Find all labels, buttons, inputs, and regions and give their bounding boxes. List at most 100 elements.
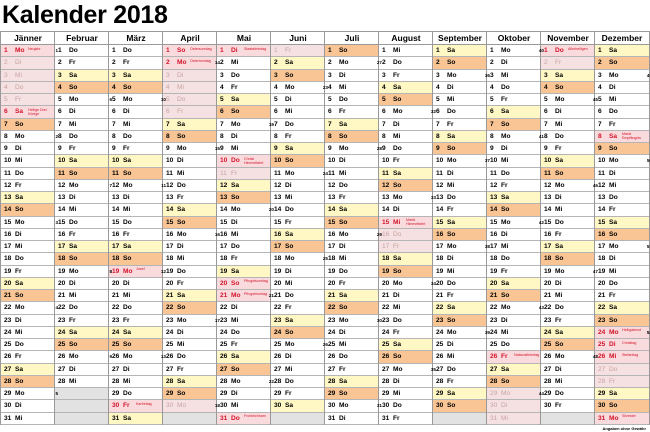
day-cell[interactable]: 22 Do bbox=[541, 302, 595, 315]
day-cell[interactable]: 11 Mo 24 bbox=[271, 168, 328, 180]
day-cell[interactable]: 14 Sa bbox=[325, 204, 379, 217]
day-cell[interactable]: 7 Fr bbox=[595, 119, 649, 131]
day-cell[interactable]: 20 Mo 34 bbox=[379, 278, 436, 290]
day-cell[interactable]: 26 Mo 9 bbox=[55, 351, 112, 364]
day-cell[interactable]: 24 Sa bbox=[541, 326, 595, 339]
day-cell[interactable]: 1 Mo 40 bbox=[487, 45, 544, 58]
day-cell[interactable]: 10 Do Christi Himmelfahrt bbox=[217, 155, 271, 168]
day-cell[interactable]: 17 Di bbox=[163, 241, 217, 254]
day-cell[interactable]: 12 So bbox=[379, 179, 433, 192]
day-cell[interactable]: 19 Di bbox=[271, 266, 325, 278]
day-cell[interactable]: 6 Fr bbox=[325, 106, 379, 119]
day-cell[interactable]: 16 Fr bbox=[55, 229, 109, 241]
day-cell[interactable]: 18 So bbox=[109, 253, 163, 266]
day-cell[interactable]: 4 Di bbox=[433, 82, 487, 94]
day-cell[interactable]: 9 Di bbox=[1, 143, 55, 156]
day-cell[interactable]: 12 Mo 11 bbox=[109, 180, 166, 192]
day-cell[interactable]: 28 Sa bbox=[325, 375, 379, 388]
day-cell[interactable]: 9 Fr bbox=[109, 143, 163, 156]
day-cell[interactable]: 30 Di bbox=[1, 400, 55, 413]
day-cell[interactable]: 14 So bbox=[487, 204, 541, 217]
day-cell[interactable]: 20 Do bbox=[595, 278, 649, 290]
day-cell[interactable]: 28 Sa bbox=[163, 375, 217, 388]
day-cell[interactable]: 3 Fr bbox=[379, 70, 433, 82]
day-cell[interactable]: 9 Sa bbox=[271, 143, 325, 156]
day-cell[interactable]: 7 So bbox=[487, 118, 541, 131]
day-cell[interactable]: 22 So bbox=[163, 302, 217, 315]
day-cell[interactable]: 13 Mo 33 bbox=[379, 192, 436, 205]
day-cell[interactable]: 21 Sa bbox=[325, 290, 379, 303]
day-cell[interactable]: 5 Mo 45 bbox=[541, 94, 598, 107]
day-cell[interactable]: 16 Do bbox=[379, 228, 433, 241]
day-cell[interactable]: 8 So bbox=[325, 130, 379, 143]
day-cell[interactable]: 19 Mi bbox=[433, 266, 487, 278]
day-cell[interactable]: 12 Mi bbox=[595, 180, 649, 192]
day-cell[interactable]: 4 Mo 23 bbox=[271, 82, 328, 94]
day-cell[interactable]: 27 Sa bbox=[487, 363, 541, 376]
day-cell[interactable]: 23 Mo 17 bbox=[163, 315, 220, 327]
day-cell[interactable]: 1 Sa bbox=[595, 45, 649, 58]
day-cell[interactable]: 23 Fr bbox=[541, 315, 595, 327]
day-cell[interactable]: 16 Fr bbox=[541, 229, 595, 241]
day-cell[interactable]: 24 So bbox=[271, 326, 325, 339]
day-cell[interactable]: 27 Do bbox=[433, 364, 487, 376]
day-cell[interactable]: 24 Sa bbox=[109, 326, 163, 339]
day-cell[interactable]: 4 Do bbox=[1, 81, 55, 94]
day-cell[interactable]: 23 So bbox=[595, 314, 649, 327]
day-cell[interactable]: 30 Mo 31 bbox=[325, 400, 382, 413]
day-cell[interactable]: 7 Mi bbox=[109, 119, 163, 131]
day-cell[interactable]: 2 So bbox=[433, 57, 487, 70]
day-cell[interactable]: 4 Fr bbox=[217, 82, 271, 94]
day-cell[interactable]: 15 Di bbox=[217, 217, 271, 229]
day-cell[interactable]: 28 Mo 22 bbox=[217, 376, 274, 388]
day-cell[interactable]: 10 Di bbox=[325, 155, 379, 168]
day-cell[interactable]: 6 Do bbox=[433, 106, 487, 119]
day-cell[interactable]: 23 So bbox=[433, 314, 487, 327]
day-cell[interactable]: 17 Sa bbox=[109, 241, 163, 254]
day-cell[interactable]: 2 Sa bbox=[271, 57, 325, 70]
day-cell[interactable]: 19 Fr bbox=[487, 266, 541, 278]
day-cell[interactable]: 16 Mo 16 bbox=[163, 229, 220, 241]
day-cell[interactable]: 27 So bbox=[217, 363, 271, 376]
day-cell[interactable]: 17 Mi bbox=[1, 241, 55, 254]
day-cell[interactable]: 5 Di bbox=[271, 94, 325, 107]
day-cell[interactable]: 6 Sa bbox=[487, 106, 541, 119]
day-cell[interactable]: 10 Fr bbox=[379, 155, 433, 168]
day-cell[interactable]: 14 Do bbox=[271, 204, 325, 217]
day-cell[interactable]: 2 Fr bbox=[109, 57, 163, 70]
day-cell[interactable]: 13 Mi bbox=[271, 192, 325, 205]
day-cell[interactable]: 5 Mi bbox=[433, 94, 487, 107]
day-cell[interactable]: 22 Mo 4 bbox=[1, 302, 58, 315]
day-cell[interactable]: 26 So bbox=[379, 351, 433, 364]
day-cell[interactable]: 26 Mi Stefanitag bbox=[595, 351, 649, 364]
day-cell[interactable]: 16 Di bbox=[487, 229, 541, 241]
day-cell[interactable]: 3 Di bbox=[163, 69, 217, 82]
day-cell[interactable]: 18 Di bbox=[433, 253, 487, 266]
day-cell[interactable]: 25 Di bbox=[433, 339, 487, 352]
day-cell[interactable]: 20 Fr bbox=[163, 278, 217, 290]
day-cell[interactable]: 8 Do bbox=[109, 131, 163, 143]
day-cell[interactable]: 30 Do bbox=[379, 400, 433, 413]
day-cell[interactable]: 15 Mo 42 bbox=[487, 217, 544, 229]
day-cell[interactable]: 7 Do bbox=[271, 119, 325, 131]
day-cell[interactable]: 25 Fr bbox=[217, 339, 271, 352]
day-cell[interactable]: 28 Mi bbox=[541, 376, 595, 388]
day-cell[interactable]: 24 Mo 39 bbox=[433, 327, 490, 339]
day-cell[interactable]: 13 Fr bbox=[163, 192, 217, 205]
day-cell[interactable]: 14 Di bbox=[379, 204, 433, 217]
day-cell[interactable]: 29 Mo 44 bbox=[487, 388, 544, 401]
day-cell[interactable]: 8 Mo 41 bbox=[487, 131, 544, 143]
day-cell[interactable]: 22 Di bbox=[217, 302, 271, 315]
day-cell[interactable]: 31 Sa bbox=[109, 412, 163, 425]
day-cell[interactable]: 18 Do bbox=[1, 253, 55, 266]
day-cell[interactable]: 2 So bbox=[595, 57, 649, 70]
day-cell[interactable]: 19 Do bbox=[325, 266, 379, 278]
day-cell[interactable]: 31 Do Fronleichnam bbox=[217, 412, 271, 425]
day-cell[interactable]: 8 Mo 2 bbox=[1, 131, 58, 143]
day-cell[interactable]: 14 Mi bbox=[109, 204, 163, 217]
day-cell[interactable]: 13 Do bbox=[595, 192, 649, 205]
day-cell[interactable]: 29 Sa bbox=[595, 388, 649, 401]
day-cell[interactable]: 30 So bbox=[595, 400, 649, 413]
day-cell[interactable]: 14 Mi bbox=[541, 204, 595, 217]
